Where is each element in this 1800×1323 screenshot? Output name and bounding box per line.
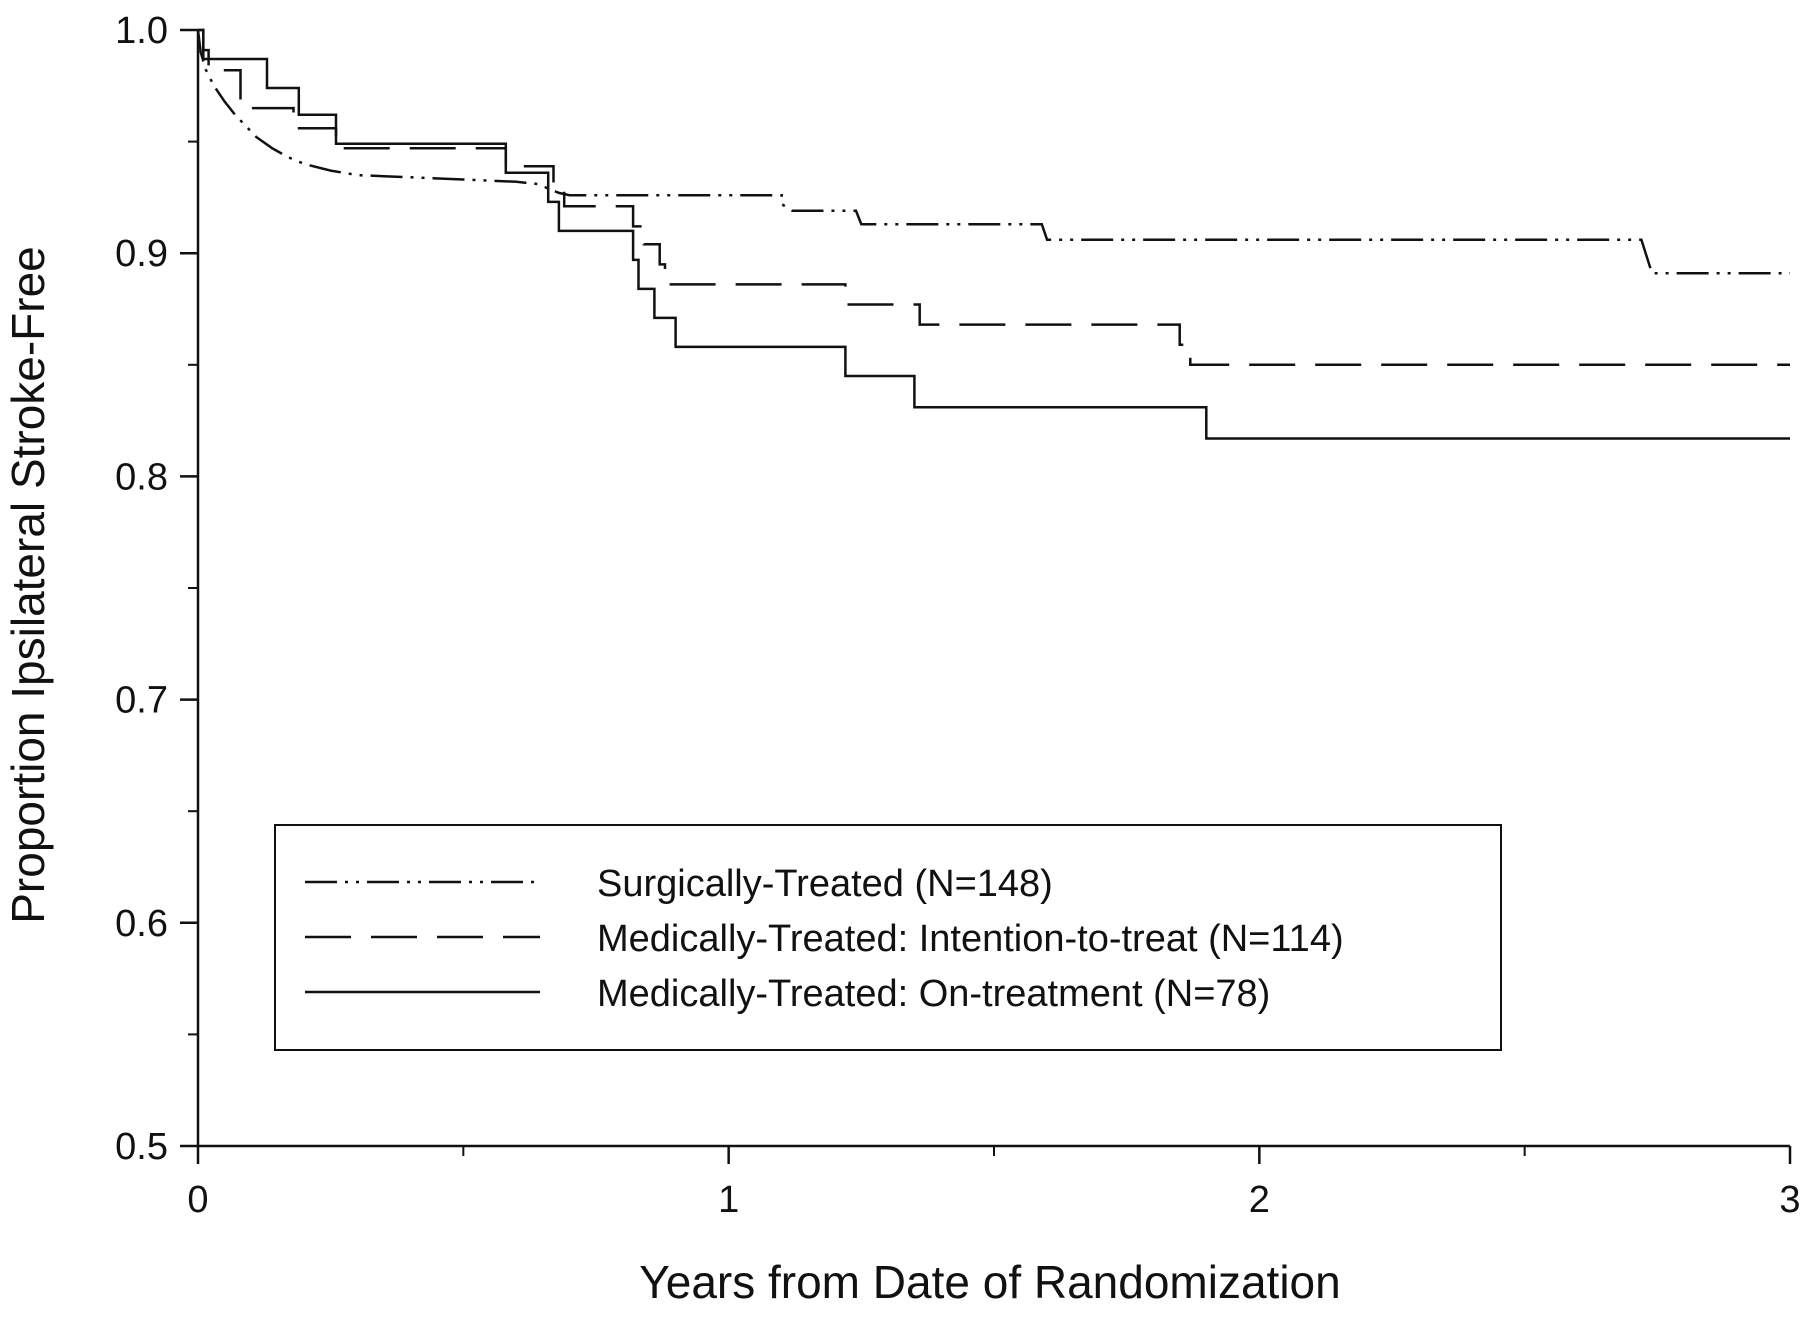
x-tick-label: 2	[1249, 1179, 1270, 1221]
x-tick-label: 3	[1779, 1179, 1800, 1221]
legend-label-surgically-treated: Surgically-Treated (N=148)	[597, 863, 1053, 905]
legend-label-intention-to-treat: Medically-Treated: Intention-to-treat (N…	[597, 918, 1344, 960]
y-tick-label: 1.0	[115, 10, 168, 52]
series-line-0	[196, 29, 1790, 275]
y-tick-label: 0.5	[115, 1126, 168, 1168]
legend-label-on-treatment: Medically-Treated: On-treatment (N=78)	[597, 973, 1270, 1015]
y-tick-label: 0.8	[115, 456, 168, 498]
y-tick-label: 0.6	[115, 903, 168, 945]
axes: 0.5 0.6 0.7 0.8 0.9 1.0 0 1 2 3	[115, 10, 1800, 1221]
survival-curves	[196, 28, 1790, 440]
legend: Surgically-Treated (N=148) Medically-Tre…	[274, 824, 1502, 1051]
x-axis-title: Years from Date of Randomization	[639, 1256, 1340, 1308]
x-tick-label: 1	[718, 1179, 739, 1221]
x-tick-label: 0	[187, 1179, 208, 1221]
y-axis-title: Proportion Ipsilateral Stroke-Free	[2, 246, 54, 924]
series-line-2	[198, 28, 1790, 440]
y-tick-label: 0.9	[115, 233, 168, 275]
y-tick-label: 0.7	[115, 680, 168, 722]
series-line-1	[198, 28, 1790, 367]
